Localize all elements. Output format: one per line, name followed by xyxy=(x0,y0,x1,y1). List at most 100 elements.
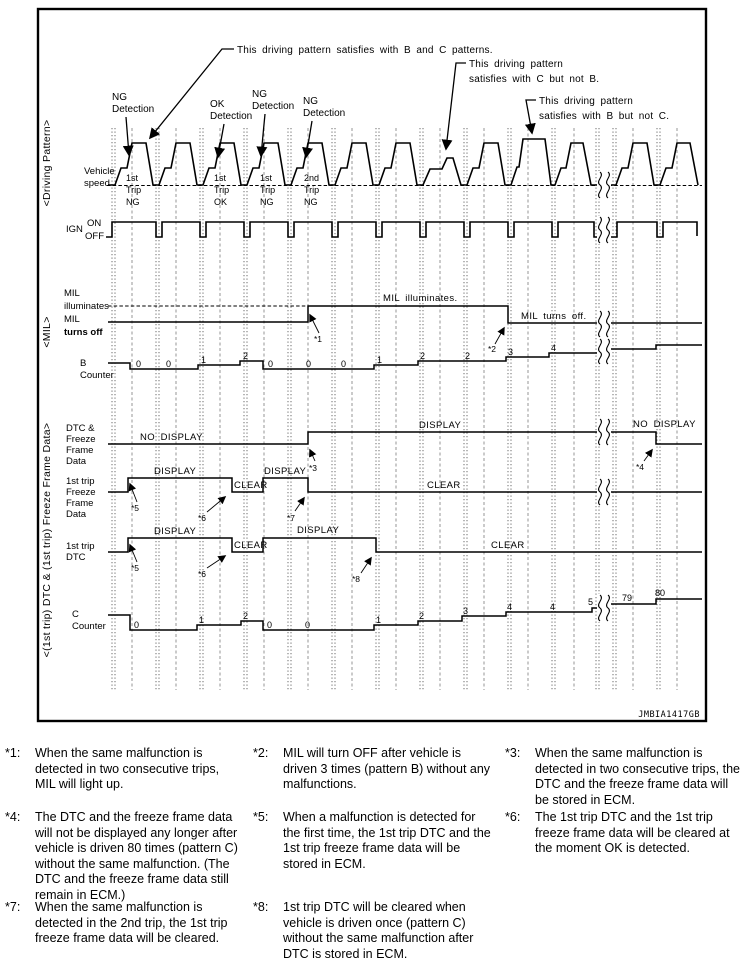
b-counter-values: 0 0 1 2 0 0 0 1 2 2 3 4 xyxy=(136,343,556,369)
callout-b-not-c-2: satisfies with B but not C. xyxy=(539,111,669,122)
label-ign-on: ON xyxy=(87,218,101,229)
label-mil-turns-off: turns off xyxy=(64,327,103,338)
footnote-6: *6: The 1st trip DTC and the 1st trip fr… xyxy=(505,810,742,857)
mil-waveform xyxy=(108,305,702,324)
dtc-clear-2: CLEAR xyxy=(491,540,525,551)
star-7-arrow xyxy=(294,496,305,512)
footnote-4-label: *4: xyxy=(5,810,21,824)
footnote-2: *2: MIL will turn OFF after vehicle is d… xyxy=(253,746,495,793)
footnote-5-label: *5: xyxy=(253,810,269,824)
star-5-dtc-arrow xyxy=(128,543,138,563)
footnote-1: *1: When the same malfunction is detecte… xyxy=(5,746,240,793)
star-4: *4 xyxy=(636,462,644,472)
display-top: DISPLAY xyxy=(419,420,461,431)
label-dtc-ffd-2: Freeze xyxy=(66,434,96,445)
star-5-dtc: *5 xyxy=(131,563,139,573)
callout-bc: This driving pattern satisfies with B an… xyxy=(237,45,493,56)
detection-lines xyxy=(131,128,678,690)
break-trip-ffd xyxy=(597,478,611,506)
figure-code: JMBIA1417GB xyxy=(638,710,700,720)
dtc-clear-1: CLEAR xyxy=(234,540,268,551)
c-counter-values: 0 1 2 0 0 1 2 3 4 4 5 79 80 xyxy=(134,588,665,630)
c-value: 4 xyxy=(507,602,512,612)
trip-1-1: 1st xyxy=(126,173,139,183)
star-6-dtc: *6 xyxy=(198,569,206,579)
star-8-arrow xyxy=(360,556,372,574)
timing-diagram: <Driving Pattern> <MIL> <(1st trip) DTC … xyxy=(36,7,708,723)
label-dtc-ffd-3: Frame xyxy=(66,445,93,456)
b-counter-waveform xyxy=(108,344,702,370)
detection-2-label: Detection xyxy=(210,111,252,122)
b-value: 2 xyxy=(465,351,470,361)
label-dtc-ffd-1: DTC & xyxy=(66,423,95,434)
c-value: 0 xyxy=(267,620,272,630)
grid-lines xyxy=(111,128,678,690)
label-c-counter: Counter xyxy=(72,621,106,632)
label-c: C xyxy=(72,609,79,620)
detection-1-label: Detection xyxy=(112,104,154,115)
trip-1-3: NG xyxy=(126,197,140,207)
break-vehicle xyxy=(597,171,611,199)
b-value: 0 xyxy=(268,359,273,369)
trip-1-2: Trip xyxy=(126,185,141,195)
label-trip-dtc-1: 1st trip xyxy=(66,541,95,552)
footnote-7-label: *7: xyxy=(5,900,21,914)
trip-4-3: NG xyxy=(304,197,318,207)
break-ign xyxy=(597,216,611,244)
trip-labels: 1st Trip NG 1st Trip OK 1st Trip NG 2nd … xyxy=(126,173,319,207)
label-trip-dtc-2: DTC xyxy=(66,552,86,563)
footnote-1-text: When the same malfunction is detected in… xyxy=(35,746,220,791)
trip-dtc-waveform xyxy=(108,537,702,553)
label-speed: speed xyxy=(84,178,110,189)
footnote-8-text: 1st trip DTC will be cleared when vehicl… xyxy=(283,900,474,961)
trip-2-1: 1st xyxy=(214,173,227,183)
break-c-counter xyxy=(597,594,611,622)
c-value: 80 xyxy=(655,588,665,598)
footnote-2-label: *2: xyxy=(253,746,269,760)
callout-c-not-b-2: satisfies with C but not B. xyxy=(469,74,599,85)
star-2: *2 xyxy=(488,344,496,354)
label-mil-2: MIL xyxy=(64,314,80,325)
detection-2-ok: OK xyxy=(210,99,225,110)
trip-boundary-lines xyxy=(111,128,661,690)
break-marks xyxy=(597,171,611,622)
trip-4-1: 2nd xyxy=(304,173,319,183)
star-5-ffd: *5 xyxy=(131,503,139,513)
mil-turns-off-label: MIL turns off. xyxy=(521,311,587,322)
star-8: *8 xyxy=(352,574,360,584)
label-vehicle: Vehicle xyxy=(84,166,115,177)
detection-1-arrow xyxy=(122,116,134,157)
c-value: 1 xyxy=(199,615,204,625)
c-value: 0 xyxy=(134,620,139,630)
ffd-display-2: DISPLAY xyxy=(264,466,306,477)
c-value: 2 xyxy=(243,611,248,621)
label-mil-1: MIL xyxy=(64,288,80,299)
star-6-ffd: *6 xyxy=(198,513,206,523)
label-trip-ffd-3: Frame xyxy=(66,498,93,509)
label-trip-ffd-2: Freeze xyxy=(66,487,96,498)
footnote-7-text: When the same malfunction is detected in… xyxy=(35,900,228,945)
c-value: 4 xyxy=(550,602,555,612)
footnote-8: *8: 1st trip DTC will be cleared when ve… xyxy=(253,900,495,962)
b-value: 0 xyxy=(306,359,311,369)
star-3: *3 xyxy=(309,463,317,473)
callout-c-not-b-leader xyxy=(441,62,466,151)
label-ign-off: OFF xyxy=(85,231,104,242)
detection-3-arrow xyxy=(256,113,268,158)
footnote-3-text: When the same malfunction is detected in… xyxy=(535,746,740,807)
callout-bc-leader xyxy=(148,48,234,140)
ign-waveform xyxy=(106,221,698,238)
b-value: 2 xyxy=(420,351,425,361)
ffd-display-1: DISPLAY xyxy=(154,466,196,477)
no-display-right: NO DISPLAY xyxy=(633,419,696,430)
detection-3-ng: NG xyxy=(252,89,267,100)
trip-3-2: Trip xyxy=(260,185,275,195)
break-mil xyxy=(597,310,611,338)
callout-b-not-c-leader xyxy=(524,99,536,135)
detection-2-arrow xyxy=(214,123,226,159)
footnote-5-text: When a malfunction is detected for the f… xyxy=(283,810,491,871)
trip-3-3: NG xyxy=(260,197,274,207)
c-value: 3 xyxy=(463,606,468,616)
dtc-display-1: DISPLAY xyxy=(154,526,196,537)
